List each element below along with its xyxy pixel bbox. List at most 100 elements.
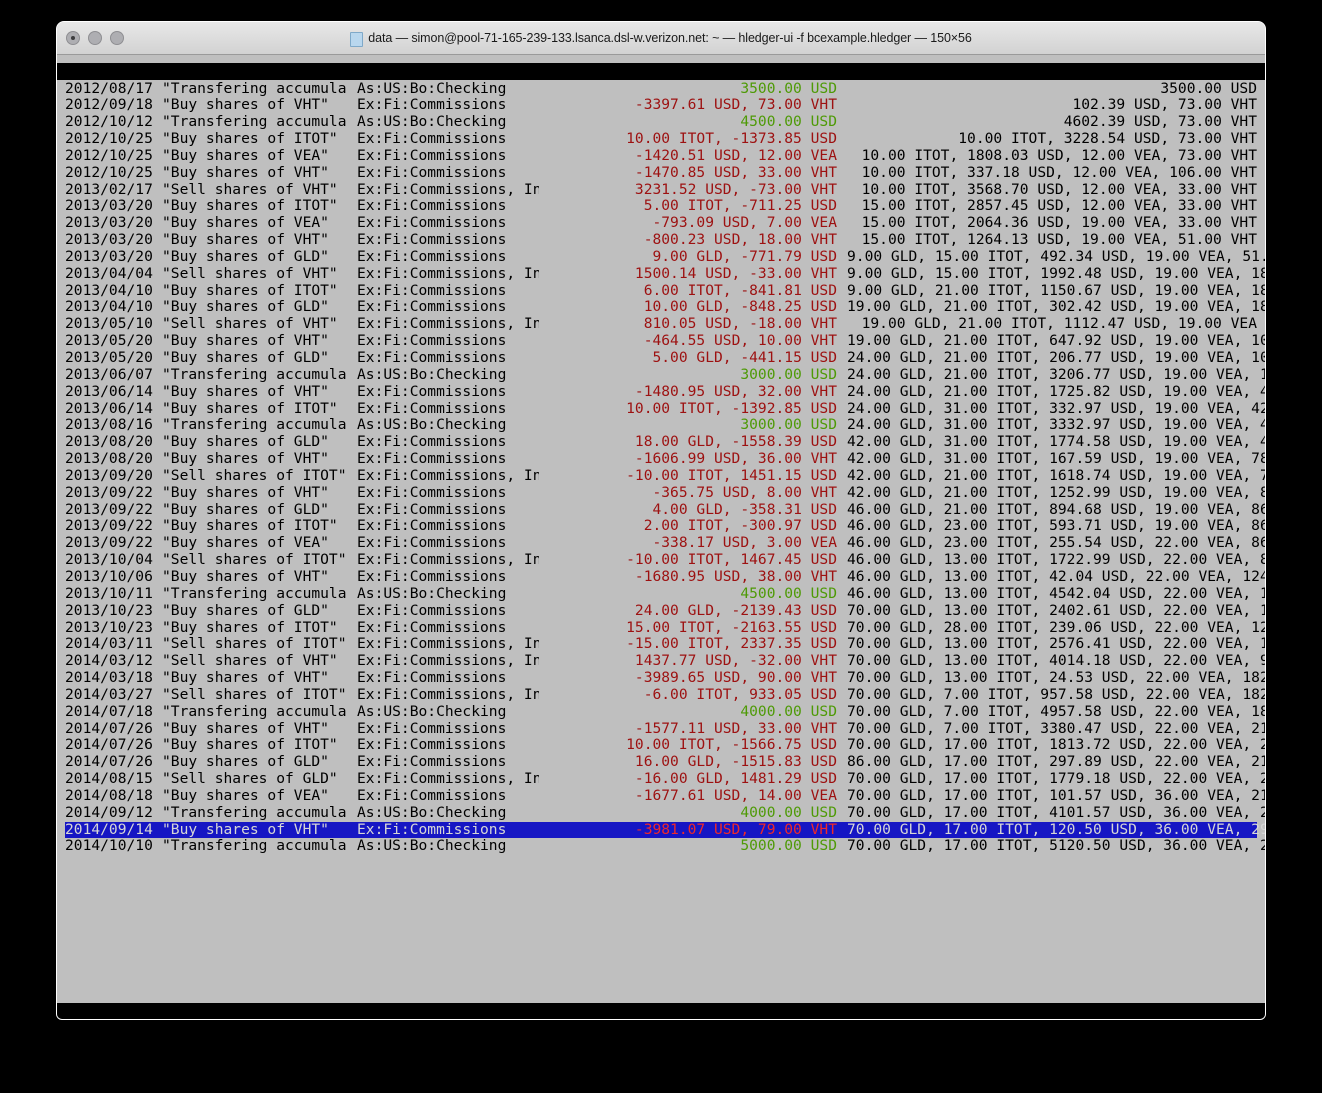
transaction-row[interactable]: 2013/10/06 "Buy shares of VHT" Ex:Fi:Commi… [65, 568, 1265, 586]
transaction-account: Ex:Fi:Commissions [357, 282, 507, 299]
transaction-date: 2013/05/10 [65, 315, 153, 333]
transaction-row[interactable]: 2013/09/22 "Buy shares of VEA" Ex:Fi:Commi… [65, 534, 1265, 552]
transaction-row[interactable]: 2013/04/04 "Sell shares of VHT" Ex:Fi:Comm… [65, 265, 1265, 283]
transaction-description: "Buy shares of VHT" [162, 164, 329, 181]
minimize-button[interactable] [88, 31, 102, 45]
transaction-row[interactable]: 2013/06/07 "Transfering accumula.. As:US:B… [65, 366, 1265, 384]
transaction-description: "Buy shares of GLD" [162, 754, 329, 771]
transaction-account: Ex:Fi:Commissions [357, 518, 507, 535]
transaction-row[interactable]: 2012/10/12 "Transfering accumula.. As:US:B… [65, 113, 1257, 131]
transaction-row[interactable]: 2014/10/10 "Transfering accumula.. As:US:B… [65, 838, 1265, 855]
hledger-footer-bar: ────────────────────────────────────────… [57, 1003, 1265, 1019]
transaction-row[interactable]: 2014/09/12 "Transfering accumula.. As:US:B… [65, 804, 1265, 822]
transaction-row[interactable]: 2014/08/15 "Sell shares of GLD" Ex:Fi:Comm… [65, 770, 1265, 788]
transaction-row[interactable]: 2012/10/25 "Buy shares of VHT" Ex:Fi:Commi… [65, 164, 1257, 182]
transaction-row[interactable]: 2013/10/11 "Transfering accumula.. As:US:B… [65, 584, 1265, 603]
transaction-row[interactable]: 2013/06/14 "Buy shares of VHT" Ex:Fi:Commi… [65, 383, 1265, 401]
transaction-balance: 15.00 ITOT, 1264.13 USD, 19.00 VEA, 51.0… [861, 231, 1257, 249]
transaction-description: "Transfering accumula.. [162, 585, 348, 602]
transaction-row[interactable]: 2014/09/14 "Buy shares of VHT" Ex:Fi:Commi… [65, 820, 1265, 839]
transaction-date: 2013/03/20 [65, 247, 153, 265]
transaction-row[interactable]: 2013/10/23 "Buy shares of ITOT" Ex:Fi:Comm… [65, 619, 1265, 637]
transaction-row[interactable]: 2013/05/20 "Buy shares of VHT" Ex:Fi:Commi… [65, 332, 1265, 350]
transaction-amount: 10.00 ITOT, -1373.85 USD [626, 130, 837, 148]
transaction-row[interactable]: 2014/07/26 "Buy shares of VHT" Ex:Fi:Commi… [65, 719, 1265, 738]
transaction-row[interactable]: 2013/05/20 "Buy shares of GLD" Ex:Fi:Commi… [65, 349, 1265, 367]
transaction-row[interactable]: 2013/03/20 "Buy shares of GLD" Ex:Fi:Commi… [65, 247, 1265, 266]
transaction-row[interactable]: 2014/07/26 "Buy shares of ITOT" Ex:Fi:Comm… [65, 737, 1265, 754]
transaction-row[interactable]: 2012/10/25 "Buy shares of ITOT" Ex:Fi:Comm… [65, 130, 1257, 148]
transaction-row[interactable]: 2013/08/20 "Buy shares of VHT" Ex:Fi:Commi… [65, 450, 1265, 468]
terminal-body: ────────────────────────────────────────… [57, 55, 1265, 1019]
transaction-balance: 19.00 GLD, 21.00 ITOT, 302.42 USD, 19.00… [847, 298, 1265, 316]
transaction-account: Ex:Fi:Commissions [357, 568, 507, 585]
transaction-row[interactable]: 2014/03/12 "Sell shares of VHT" Ex:Fi:Comm… [65, 652, 1265, 670]
transaction-row[interactable]: 2013/09/22 "Buy shares of GLD" Ex:Fi:Commi… [65, 500, 1265, 519]
transaction-account: Ex:Fi:Commissions [357, 333, 507, 350]
transaction-amount: -10.00 ITOT, 1451.15 USD [626, 466, 837, 484]
transaction-row[interactable]: 2014/03/18 "Buy shares of VHT" Ex:Fi:Commi… [65, 669, 1265, 687]
transaction-row[interactable]: 2013/09/22 "Buy shares of ITOT" Ex:Fi:Comm… [65, 518, 1265, 535]
close-button[interactable] [66, 31, 80, 45]
transaction-list[interactable]: 2012/08/17 "Transfering accumula.. As:US:B… [65, 79, 1265, 856]
transaction-row[interactable]: 2013/06/14 "Buy shares of ITOT" Ex:Fi:Comm… [65, 400, 1265, 418]
transaction-amount: 16.00 GLD, -1515.83 USD [634, 753, 837, 771]
transaction-row[interactable]: 2013/04/10 "Buy shares of ITOT" Ex:Fi:Comm… [65, 281, 1265, 300]
transaction-account: Ex:Fi:Commissions [357, 821, 507, 838]
transaction-description: "Buy shares of VHT" [162, 670, 329, 687]
transaction-balance: 70.00 GLD, 17.00 ITOT, 1779.18 USD, 22.0… [847, 770, 1265, 788]
window-titlebar[interactable]: data — simon@pool-71-165-239-133.lsanca.… [57, 22, 1265, 55]
transaction-row[interactable]: 2014/03/27 "Sell shares of ITOT" Ex:Fi:Com… [65, 685, 1265, 704]
transaction-row[interactable]: 2013/10/23 "Buy shares of GLD" Ex:Fi:Commi… [65, 601, 1265, 620]
transaction-date: 2013/09/22 [65, 483, 153, 501]
transaction-balance: 70.00 GLD, 13.00 ITOT, 2402.61 USD, 22.0… [847, 601, 1265, 619]
transaction-amount: 4500.00 USD [740, 584, 837, 602]
transaction-date: 2013/08/20 [65, 433, 153, 451]
transaction-amount: 3000.00 USD [740, 416, 837, 434]
transaction-row[interactable]: 2013/03/20 "Buy shares of VEA" Ex:Fi:Commi… [65, 214, 1257, 232]
transaction-row[interactable]: 2014/08/18 "Buy shares of VEA" Ex:Fi:Commi… [65, 787, 1265, 805]
transaction-balance: 70.00 GLD, 7.00 ITOT, 957.58 USD, 22.00 … [847, 685, 1265, 703]
transaction-balance: 4602.39 USD, 73.00 VHT [1063, 113, 1257, 131]
transaction-description: "Buy shares of VHT" [162, 383, 329, 400]
transaction-row[interactable]: 2012/08/17 "Transfering accumula.. As:US:B… [65, 79, 1257, 98]
transaction-description: "Buy shares of GLD" [162, 501, 329, 518]
transaction-date: 2014/07/26 [65, 719, 153, 737]
transaction-row[interactable]: 2013/10/04 "Sell shares of ITOT" Ex:Fi:Com… [65, 551, 1265, 569]
transaction-amount: 4.00 GLD, -358.31 USD [652, 500, 837, 518]
transaction-row[interactable]: 2013/05/10 "Sell shares of VHT" Ex:Fi:Comm… [65, 315, 1257, 333]
transaction-row[interactable]: 2013/03/20 "Buy shares of VHT" Ex:Fi:Commi… [65, 231, 1257, 249]
terminal-window: data — simon@pool-71-165-239-133.lsanca.… [57, 22, 1265, 1019]
transaction-description: "Buy shares of VEA" [162, 215, 329, 232]
transaction-row[interactable]: 2013/08/20 "Buy shares of GLD" Ex:Fi:Commi… [65, 433, 1265, 451]
transaction-row[interactable]: 2012/09/18 "Buy shares of VHT" Ex:Fi:Commi… [65, 96, 1257, 114]
transaction-row[interactable]: 2013/02/17 "Sell shares of VHT" Ex:Fi:Comm… [65, 181, 1257, 199]
transaction-row[interactable]: 2014/07/18 "Transfering accumula.. As:US:B… [65, 703, 1265, 721]
transaction-description: "Buy shares of VEA" [162, 147, 329, 164]
transaction-description: "Buy shares of ITOT" [162, 131, 338, 148]
transaction-row[interactable]: 2013/04/10 "Buy shares of GLD" Ex:Fi:Commi… [65, 298, 1265, 316]
transaction-amount: 6.00 ITOT, -841.81 USD [643, 281, 837, 299]
transaction-balance: 42.00 GLD, 31.00 ITOT, 1774.58 USD, 19.0… [847, 433, 1265, 451]
transaction-date: 2014/08/15 [65, 770, 153, 788]
transaction-amount: 24.00 GLD, -2139.43 USD [634, 601, 837, 619]
transaction-description: "Transfering accumula.. [162, 114, 348, 131]
zoom-button[interactable] [110, 31, 124, 45]
transaction-account: Ex:Fi:Commissions [357, 501, 507, 518]
transaction-balance: 19.00 GLD, 21.00 ITOT, 647.92 USD, 19.00… [847, 332, 1265, 350]
transaction-row[interactable]: 2013/09/22 "Buy shares of VHT" Ex:Fi:Commi… [65, 483, 1265, 502]
transaction-date: 2014/09/14 [65, 820, 153, 838]
transaction-row[interactable]: 2014/03/11 "Sell shares of ITOT" Ex:Fi:Com… [65, 635, 1265, 653]
transaction-row[interactable]: 2013/03/20 "Buy shares of ITOT" Ex:Fi:Comm… [65, 198, 1257, 215]
transaction-amount: 810.05 USD, -18.00 VHT [643, 315, 837, 333]
transaction-description: "Buy shares of GLD" [162, 248, 329, 265]
transaction-row[interactable]: 2014/07/26 "Buy shares of GLD" Ex:Fi:Commi… [65, 753, 1265, 771]
transaction-row[interactable]: 2013/08/16 "Transfering accumula.. As:US:B… [65, 416, 1265, 434]
transaction-balance: 10.00 ITOT, 3228.54 USD, 73.00 VHT [958, 130, 1257, 148]
transaction-row[interactable]: 2013/09/20 "Sell shares of ITOT" Ex:Fi:Com… [65, 466, 1265, 485]
transaction-description: "Buy shares of VHT" [162, 232, 329, 249]
transaction-row[interactable]: 2012/10/25 "Buy shares of VEA" Ex:Fi:Commi… [65, 147, 1257, 165]
transaction-amount: -3397.61 USD, 73.00 VHT [634, 96, 837, 114]
transaction-account: Ex:Fi:Commissions [357, 131, 507, 148]
transaction-amount: 3500.00 USD [740, 79, 837, 97]
